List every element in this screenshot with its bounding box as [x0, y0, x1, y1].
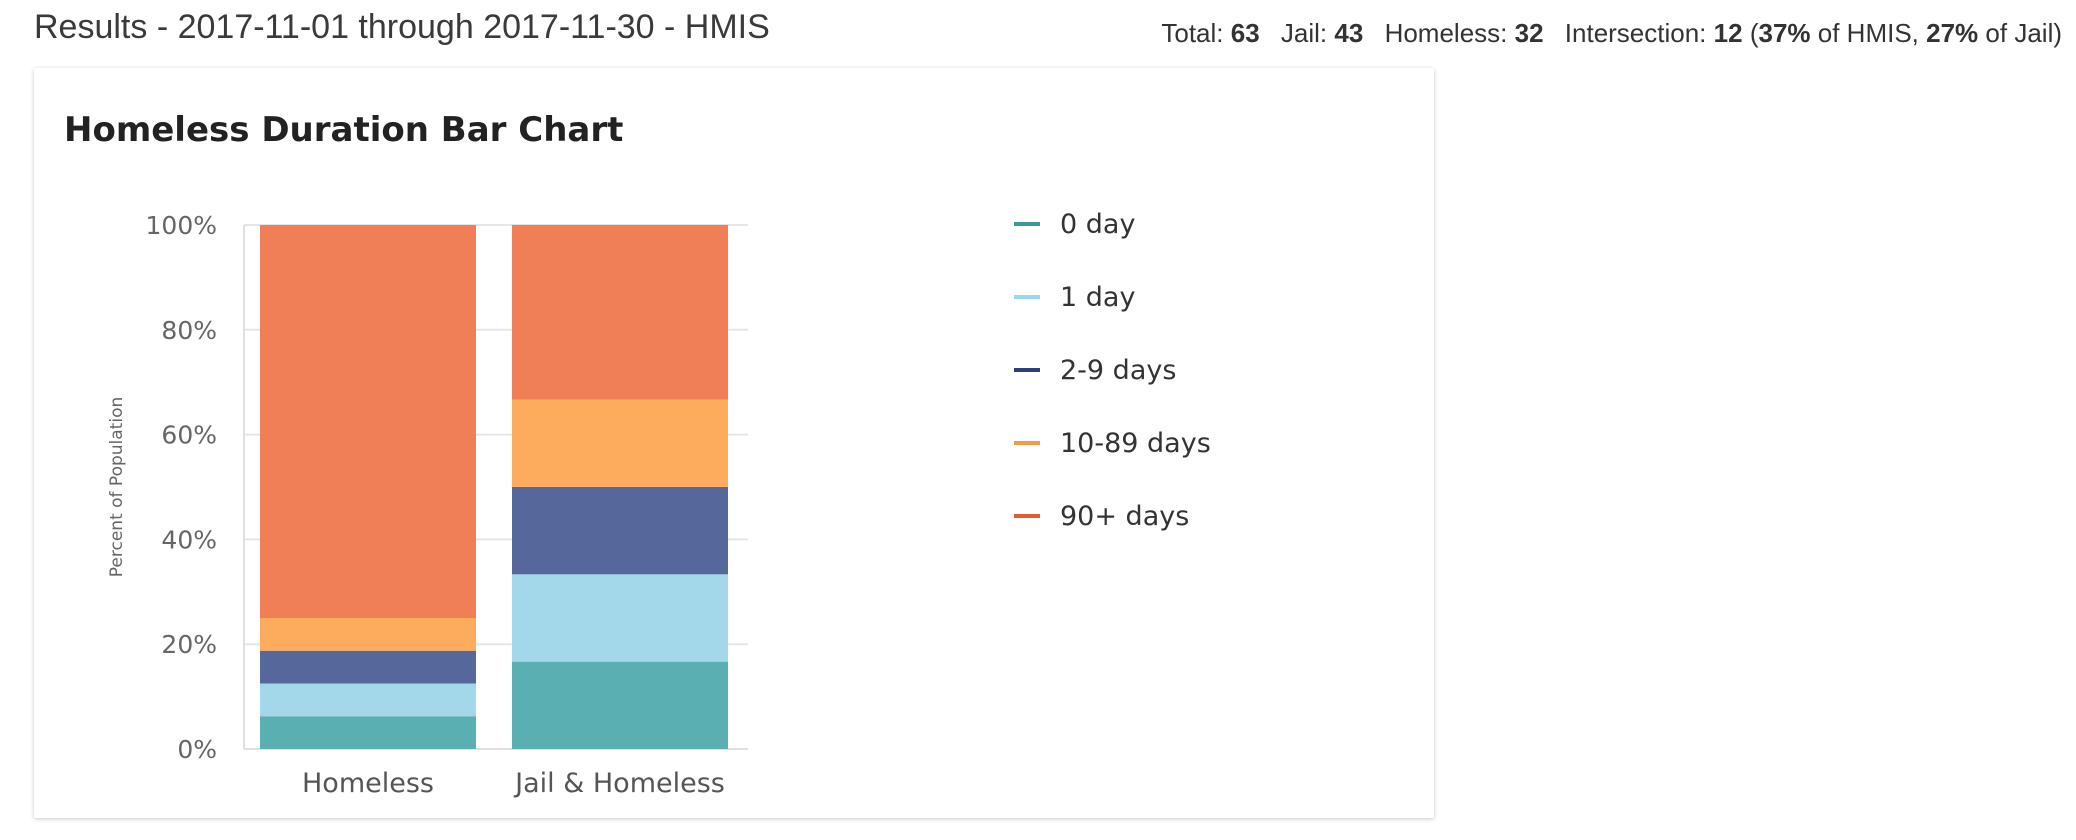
pct-of-jail-label: of Jail) [1985, 18, 2062, 48]
y-tick-label: 20% [161, 630, 217, 659]
y-tick-label: 80% [161, 316, 217, 345]
y-tick-label: 60% [161, 421, 217, 450]
chart-card: Homeless Duration Bar Chart 0% 20% 40% 60% 8… [34, 68, 1434, 818]
results-summary: Total: 63 Jail: 43 Homeless: 32 Intersec… [1161, 18, 2062, 49]
bar-segment-1-day-homeless [260, 683, 476, 717]
legend-label: 0 day [1060, 209, 1135, 240]
y-tick-label: 100% [146, 211, 217, 240]
bar-segment-10-89-days-homeless [260, 618, 476, 651]
bar-segment-10-89-days-jail-homeless [512, 399, 728, 487]
bar-segment-0-day-homeless [260, 716, 476, 749]
homeless-label: Homeless: [1384, 18, 1508, 48]
bar-segment-90-days-homeless [260, 225, 476, 618]
bar-segment-1-day-jail-homeless [512, 574, 728, 662]
pct-of-hmis-value: 37% [1758, 18, 1811, 48]
y-axis-title: Percent of Population [107, 397, 127, 577]
pct-of-jail-value: 27% [1926, 18, 1979, 48]
intersection-label: Intersection: [1564, 18, 1707, 48]
total-count: 63 [1230, 18, 1260, 48]
pct-of-hmis-label: of HMIS, [1817, 18, 1919, 48]
jail-count: 43 [1334, 18, 1364, 48]
legend-label: 1 day [1060, 282, 1135, 313]
y-tick-label: 0% [177, 735, 217, 764]
x-category-label: Homeless [302, 768, 434, 799]
page-title: Results - 2017-11-01 through 2017-11-30 … [34, 8, 770, 46]
bar-segment-90-days-jail-homeless [512, 224, 728, 400]
legend-label: 2-9 days [1060, 355, 1176, 386]
homeless-duration-bar-chart: 0% 20% 40% 60% 80% 100% Percent of Population H… [107, 209, 1211, 799]
jail-label: Jail: [1280, 18, 1328, 48]
legend-label: 90+ days [1060, 501, 1189, 532]
legend-label: 10-89 days [1060, 428, 1211, 459]
y-tick-label: 40% [161, 525, 217, 554]
open-paren: ( [1749, 18, 1759, 48]
bar-segment-2-9-days-jail-homeless [512, 486, 728, 575]
homeless-count: 32 [1514, 18, 1544, 48]
intersection-count: 12 [1713, 18, 1743, 48]
total-label: Total: [1161, 18, 1224, 48]
bar-segment-2-9-days-homeless [260, 650, 476, 684]
x-category-label: Jail & Homeless [513, 768, 725, 799]
bar-segment-0-day-jail-homeless [512, 661, 728, 749]
chart-title: Homeless Duration Bar Chart [64, 110, 624, 150]
